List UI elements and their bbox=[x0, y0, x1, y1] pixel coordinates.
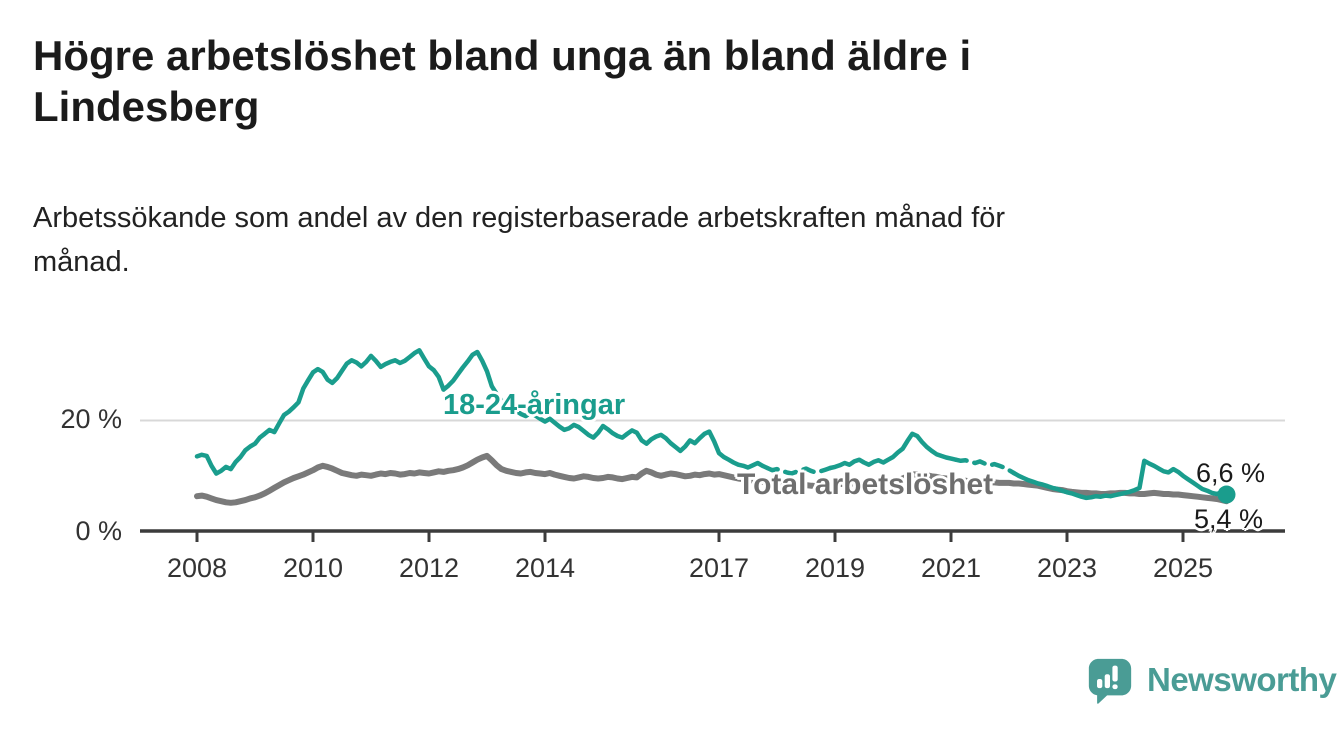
bar-chart-bar-2 bbox=[1104, 674, 1110, 689]
series-line-youth bbox=[827, 431, 959, 471]
x-tick-label: 2019 bbox=[805, 553, 865, 583]
series-line-youth bbox=[765, 465, 833, 476]
newsworthy-logo: Newsworthy bbox=[1085, 655, 1337, 705]
series-label-total: Total arbetslöshet bbox=[737, 468, 994, 501]
series-line-youth bbox=[1011, 458, 1229, 501]
exclamation-dot bbox=[1112, 684, 1118, 690]
series-end-dot bbox=[1217, 485, 1236, 504]
page-title: Högre arbetslöshet bland unga än bland ä… bbox=[33, 30, 1273, 132]
x-tick-label: 2012 bbox=[399, 553, 459, 583]
x-tick-label: 2017 bbox=[689, 553, 749, 583]
series-line-youth bbox=[953, 457, 1017, 476]
x-tick-label: 2021 bbox=[921, 553, 981, 583]
y-axis-label-20: 20 % bbox=[60, 404, 122, 434]
x-tick-label: 2023 bbox=[1037, 553, 1097, 583]
x-tick-label: 2014 bbox=[515, 553, 575, 583]
y-axis-label-0: 0 % bbox=[75, 516, 122, 546]
series-label-youth: 18-24-åringar bbox=[443, 389, 626, 421]
newsworthy-logo-icon bbox=[1088, 658, 1132, 704]
x-tick-label: 2008 bbox=[167, 553, 227, 583]
exclamation-bar bbox=[1112, 665, 1118, 682]
x-tick-label: 2025 bbox=[1153, 553, 1213, 583]
chart-subtitle-line-1: Arbetssökande som andel av den registerb… bbox=[33, 202, 1006, 234]
series-line-youth bbox=[194, 348, 770, 476]
chart-subtitle-line-2: månad. bbox=[33, 246, 130, 279]
newsworthy-logo-text: Newsworthy bbox=[1147, 661, 1337, 698]
page-title-line-2: Lindesberg bbox=[33, 83, 260, 131]
x-tick-label: 2010 bbox=[283, 553, 343, 583]
page-title-line-1: Högre arbetslöshet bland unga än bland ä… bbox=[33, 32, 972, 79]
chart-subtitle: Arbetssökande som andel av den registerb… bbox=[33, 196, 1233, 284]
end-value-label-total: 5,4 % bbox=[1194, 504, 1264, 534]
bar-chart-bar-1 bbox=[1097, 679, 1103, 689]
end-value-label-youth: 6,6 % bbox=[1196, 458, 1266, 488]
